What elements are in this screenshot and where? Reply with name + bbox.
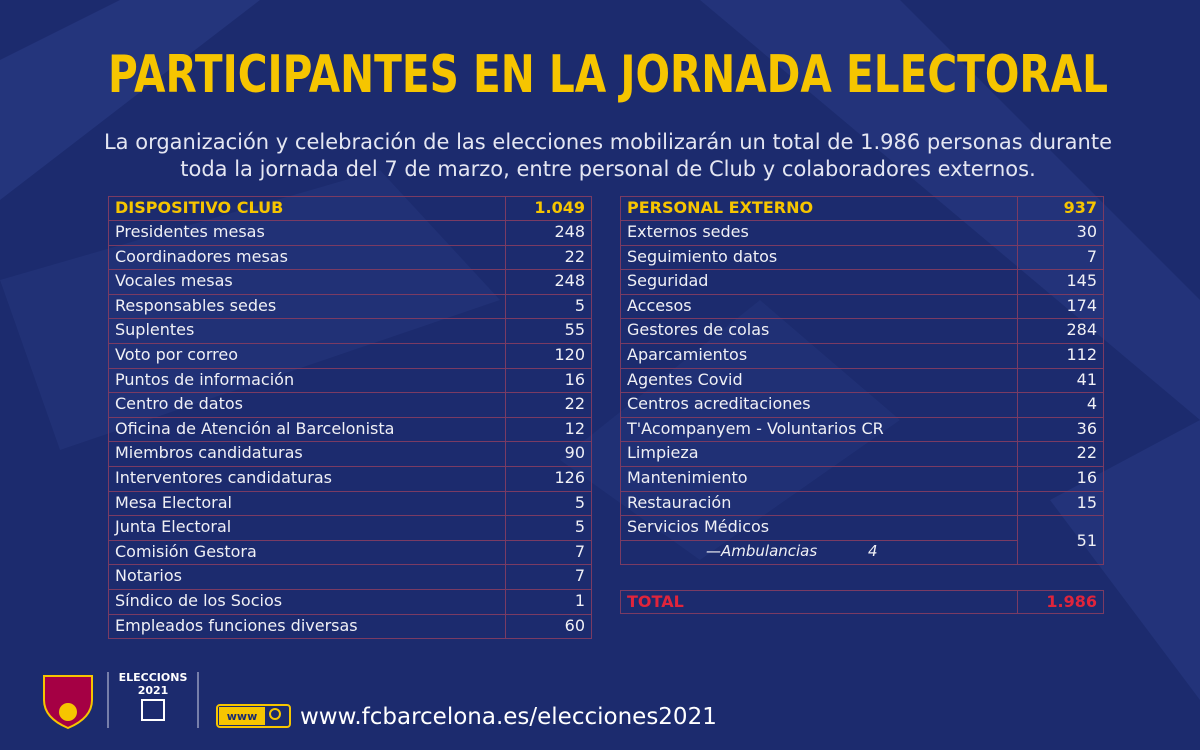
row-label: Suplentes [108, 318, 506, 344]
row-value: 55 [505, 318, 592, 344]
row-value: 16 [505, 367, 592, 394]
crest-ball [59, 703, 77, 721]
row-label: Oficina de Atención al Barcelonista [108, 416, 506, 443]
crest-part [68, 678, 90, 694]
row-label: Gestores de colas [620, 318, 1018, 344]
sub-value: 4 [868, 541, 878, 560]
badge-line2: 2021 [138, 684, 169, 697]
row-value: 7 [505, 539, 592, 566]
table-header-value: 937 [1017, 196, 1104, 221]
ballot-icon [141, 699, 165, 721]
row-label: Responsables sedes [108, 293, 506, 320]
badge-line1: ELECCIONS [119, 671, 188, 684]
row-label: Centros acreditaciones [620, 392, 1018, 418]
row-label: Comisión Gestora [108, 539, 506, 566]
row-value: 120 [505, 343, 592, 369]
row-value: 12 [505, 416, 592, 443]
row-value: 7 [505, 564, 592, 590]
row-label: Mesa Electoral [108, 490, 506, 517]
search-label: www [227, 710, 258, 723]
row-value: 126 [505, 466, 592, 492]
row-value: 174 [1017, 293, 1104, 320]
row-label: Seguimiento datos [620, 244, 1018, 271]
row-label: Agentes Covid [620, 367, 1018, 394]
total-label: TOTAL [620, 590, 1018, 614]
row-label: Coordinadores mesas [108, 244, 506, 271]
sub-label: —Ambulancias [706, 541, 818, 560]
table-header-value: 1.049 [505, 196, 592, 221]
row-label: Síndico de los Socios [108, 589, 506, 615]
table-header-label: DISPOSITIVO CLUB [108, 196, 506, 221]
row-value: 5 [505, 490, 592, 517]
row-value: 248 [505, 220, 592, 246]
row-label: Externos sedes [620, 220, 1018, 246]
row-value: 22 [505, 392, 592, 418]
title: PARTICIPANTES EN LA JORNADA ELECTORAL [108, 45, 1108, 105]
row-label: Seguridad [620, 269, 1018, 295]
row-value: 1 [505, 589, 592, 615]
row-label: Interventores candidaturas [108, 466, 506, 492]
row-value: 7 [1017, 244, 1104, 271]
row-value: 5 [505, 515, 592, 541]
row-label: Aparcamientos [620, 343, 1018, 369]
row-label: Junta Electoral [108, 515, 506, 541]
row-label: T'Acompanyem - Voluntarios CR [620, 416, 1018, 443]
table-header-label: PERSONAL EXTERNO [620, 196, 1018, 221]
row-label: Voto por correo [108, 343, 506, 369]
row-label: Puntos de información [108, 367, 506, 394]
row-label: Servicios Médicos [620, 515, 1018, 541]
row-value: 36 [1017, 416, 1104, 443]
subtitle: toda la jornada del 7 de marzo, entre pe… [180, 157, 1036, 181]
row-label: Notarios [108, 564, 506, 590]
row-label: Presidentes mesas [108, 220, 506, 246]
row-value: 30 [1017, 220, 1104, 246]
search-icon [269, 708, 281, 720]
row-value: 145 [1017, 269, 1104, 295]
row-label: Mantenimiento [620, 466, 1018, 492]
row-label: Vocales mesas [108, 269, 506, 295]
row-value: 51 [1017, 515, 1104, 566]
row-value: 4 [1017, 392, 1104, 418]
row-value: 112 [1017, 343, 1104, 369]
row-label: Limpieza [620, 441, 1018, 467]
row-value: 90 [505, 441, 592, 467]
row-value: 60 [505, 613, 592, 640]
row-value: 248 [505, 269, 592, 295]
total-value: 1.986 [1017, 590, 1104, 614]
row-value: 22 [505, 244, 592, 271]
row-label: Miembros candidaturas [108, 441, 506, 467]
search-box [216, 704, 291, 728]
row-label: Restauración [620, 490, 1018, 517]
subtitle: La organización y celebración de las ele… [103, 130, 1112, 154]
row-value: 41 [1017, 367, 1104, 394]
row-label: Centro de datos [108, 392, 506, 418]
row-value: 284 [1017, 318, 1104, 344]
search-label-bg [219, 707, 265, 725]
row-value: 22 [1017, 441, 1104, 467]
row-value: 15 [1017, 490, 1104, 517]
row-label: Accesos [620, 293, 1018, 320]
row-value: 5 [505, 293, 592, 320]
row-value: 16 [1017, 466, 1104, 492]
url: www.fcbarcelona.es/elecciones2021 [300, 704, 717, 730]
row-label: Empleados funciones diversas [108, 613, 506, 640]
